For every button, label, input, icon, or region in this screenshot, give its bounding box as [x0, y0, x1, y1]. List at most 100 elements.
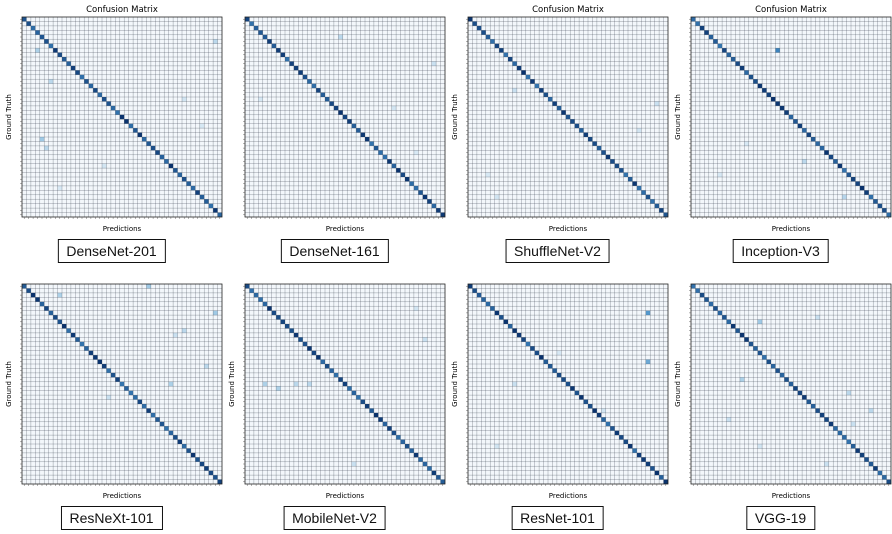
diagonal-cell [543, 92, 548, 97]
diagonal-cell [26, 288, 31, 293]
diagonal-cell [552, 368, 557, 373]
diagonal-cell [84, 79, 89, 84]
diagonal-cell [797, 123, 803, 129]
diagonal-cell [619, 168, 624, 173]
diagonal-cell [66, 61, 71, 66]
diagonal-cell [793, 386, 798, 391]
diagonal-cell [413, 452, 419, 458]
diagonal-cell [516, 65, 522, 71]
diagonal-cell [146, 408, 151, 413]
diagonal-cell [102, 97, 107, 102]
diagonal-cell [70, 332, 76, 338]
diagonal-cell [704, 30, 709, 35]
x-axis-label: Predictions [549, 225, 588, 233]
panel-shufflenet-v2: Confusion Matrix Predictions Ground Truth S… [446, 0, 669, 267]
diagonal-cell [35, 30, 40, 35]
diagonal-cell [75, 337, 80, 342]
diagonal-cell [168, 163, 174, 169]
diagonal-cell [115, 110, 120, 115]
diagonal-cell [173, 435, 178, 440]
chart-title: Confusion Matrix [86, 5, 158, 15]
diagonal-cell [396, 168, 401, 173]
diagonal-cell [605, 421, 611, 427]
diagonal-cell [548, 364, 553, 369]
diagonal-cell [405, 444, 410, 449]
diagonal-cell [110, 105, 116, 111]
diagonal-cell [182, 177, 187, 182]
confusion-cell [391, 105, 397, 111]
confusion-cell [35, 48, 40, 53]
diagonal-cell [472, 21, 477, 26]
diagonal-cell [886, 479, 891, 484]
diagonal-cell [539, 355, 544, 360]
diagonal-cell [851, 177, 856, 182]
diagonal-cell [378, 417, 383, 422]
diagonal-cell [213, 208, 218, 213]
diagonal-cell [93, 88, 98, 93]
diagonal-cell [97, 92, 102, 97]
diagonal-cell [159, 154, 165, 160]
diagonal-cell [413, 185, 419, 191]
diagonal-cell [351, 390, 357, 396]
diagonal-cell [365, 404, 370, 409]
diagonal-cell [307, 79, 312, 84]
diagonal-cell [503, 52, 508, 57]
confusion-cell [645, 359, 651, 364]
diagonal-cell [48, 310, 54, 316]
diagonal-cell [280, 319, 285, 324]
diagonal-cell [373, 412, 379, 418]
confusion-cell [775, 48, 780, 53]
diagonal-cell [614, 163, 620, 169]
diagonal-cell [739, 65, 745, 71]
diagonal-cell [868, 194, 874, 200]
diagonal-cell [695, 288, 700, 293]
diagonal-cell [177, 439, 182, 444]
diagonal-cell [610, 426, 615, 431]
diagonal-cell [418, 190, 423, 195]
diagonal-cell [173, 168, 178, 173]
diagonal-cell [142, 404, 147, 409]
diagonal-cell [490, 306, 495, 311]
diagonal-cell [208, 470, 214, 476]
model-caption: DenseNet-161 [280, 239, 389, 263]
diagonal-cell [762, 88, 767, 93]
panel-densenet-161: Predictions DenseNet-161 [223, 0, 446, 267]
diagonal-cell [873, 199, 878, 204]
diagonal-cell [110, 372, 116, 378]
diagonal-cell [373, 145, 379, 151]
confusion-cell [213, 39, 218, 44]
diagonal-cell [106, 368, 111, 373]
diagonal-cell [766, 359, 771, 364]
diagonal-cell [249, 21, 254, 26]
diagonal-cell [596, 145, 602, 151]
tick-marks [466, 19, 666, 219]
diagonal-cell [713, 306, 718, 311]
diagonal-cell [199, 461, 205, 467]
diagonal-cell [128, 390, 134, 396]
diagonal-cell [819, 145, 825, 151]
diagonal-cell [62, 57, 67, 62]
diagonal-cell [133, 128, 138, 133]
diagonal-cell [267, 306, 272, 311]
grid-lines [468, 284, 668, 484]
x-axis-label: Predictions [326, 492, 365, 500]
diagonal-cell [699, 25, 705, 31]
tick-marks [20, 286, 220, 486]
diagonal-cell [48, 43, 54, 49]
diagonal-cell [512, 61, 517, 66]
confusion-cell [802, 159, 807, 164]
diagonal-cell [735, 328, 740, 333]
diagonal-cell [35, 297, 40, 302]
diagonal-cell [119, 114, 125, 120]
confusion-cell [413, 150, 419, 155]
diagonal-cell [356, 395, 361, 400]
confusion-cell [413, 306, 419, 311]
diagonal-cell [784, 110, 789, 115]
diagonal-cell [391, 430, 397, 436]
diagonal-cell [708, 34, 714, 40]
diagonal-cell [819, 412, 825, 418]
model-caption: MobileNet-V2 [283, 506, 386, 530]
diagonal-cell [325, 364, 330, 369]
diagonal-cell [190, 185, 196, 191]
diagonal-cell [837, 163, 843, 169]
